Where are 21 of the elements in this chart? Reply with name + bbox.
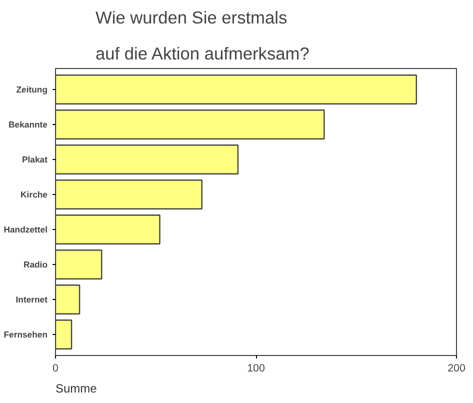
y-tick-label: Plakat xyxy=(22,154,48,164)
y-tick-label: Handzettel xyxy=(4,224,48,234)
bar xyxy=(56,250,102,280)
x-tick-label: 0 xyxy=(52,362,59,374)
bar xyxy=(56,110,325,140)
chart-title: Wie wurden Sie erstmals auf die Aktion aufmerksam? xyxy=(96,8,310,64)
y-tick-label: Internet xyxy=(16,294,48,304)
bar xyxy=(56,284,80,314)
bar xyxy=(56,214,160,244)
y-tick-label: Zeitung xyxy=(16,84,48,94)
bar xyxy=(56,144,239,174)
y-tick-label: Fernsehen xyxy=(4,330,48,340)
x-tick-label: 200 xyxy=(448,362,466,374)
y-tick-label: Bekannte xyxy=(8,120,48,130)
x-axis-title: Summe xyxy=(56,382,98,396)
y-tick-label: Kirche xyxy=(20,190,48,200)
bar xyxy=(56,74,417,104)
x-tick-label: 100 xyxy=(247,362,265,374)
bar xyxy=(56,180,202,210)
y-tick-label: Radio xyxy=(23,260,48,270)
bar xyxy=(56,320,72,350)
